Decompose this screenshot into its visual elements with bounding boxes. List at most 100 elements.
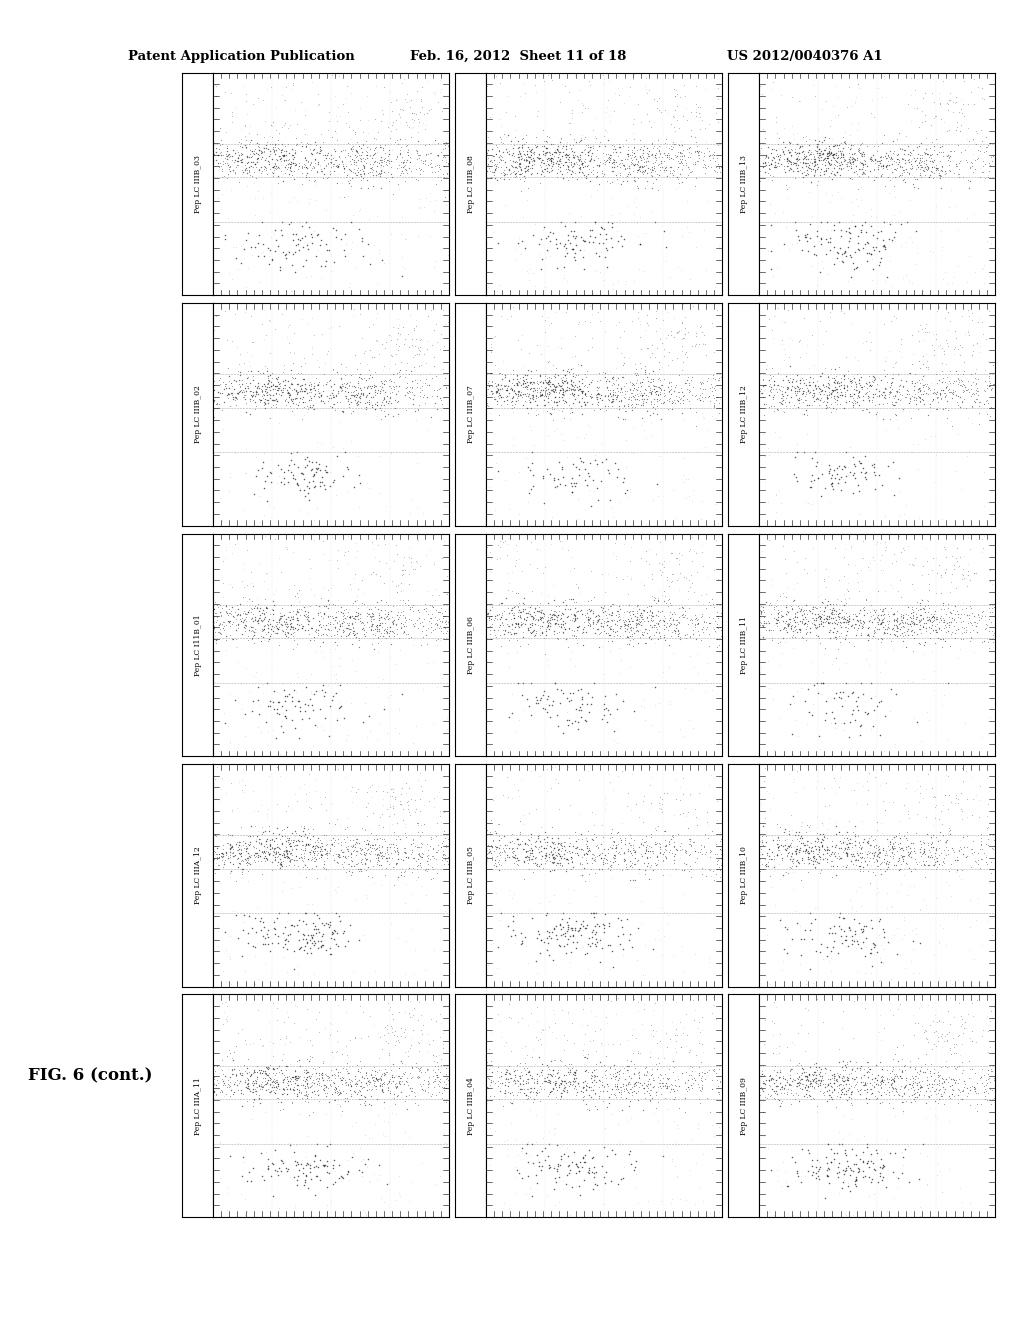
- Point: [647, 383, 664, 404]
- Point: [294, 849, 310, 870]
- Point: [282, 610, 298, 631]
- Point: [382, 388, 398, 409]
- Point: [850, 139, 866, 160]
- Point: [874, 156, 891, 177]
- Point: [291, 1159, 307, 1180]
- Point: [636, 859, 652, 880]
- Point: [542, 615, 558, 636]
- Point: [966, 948, 982, 969]
- Point: [283, 915, 299, 936]
- Point: [271, 256, 288, 277]
- Point: [670, 1114, 686, 1135]
- Point: [571, 1076, 588, 1097]
- Point: [317, 614, 334, 635]
- Point: [273, 696, 290, 717]
- Point: [964, 1057, 980, 1078]
- Point: [346, 624, 362, 645]
- Point: [595, 850, 611, 871]
- Point: [651, 579, 668, 601]
- Point: [840, 236, 856, 257]
- Point: [301, 858, 317, 879]
- Point: [854, 379, 870, 400]
- Point: [795, 1073, 811, 1094]
- Point: [976, 496, 992, 517]
- Point: [762, 364, 778, 385]
- Point: [480, 609, 497, 630]
- Point: [317, 251, 334, 272]
- Point: [213, 768, 229, 789]
- Point: [621, 385, 637, 407]
- Point: [844, 845, 860, 866]
- Point: [972, 1069, 988, 1090]
- Point: [819, 211, 836, 232]
- Point: [810, 1166, 826, 1187]
- Point: [289, 442, 305, 463]
- Point: [880, 932, 896, 953]
- Point: [239, 854, 255, 875]
- Point: [936, 847, 952, 869]
- Point: [248, 380, 264, 401]
- Point: [608, 837, 625, 858]
- Point: [615, 1057, 632, 1078]
- Point: [205, 843, 221, 865]
- Point: [957, 1018, 974, 1039]
- Point: [598, 150, 614, 172]
- Point: [542, 397, 558, 418]
- Point: [888, 152, 904, 173]
- Point: [562, 952, 579, 973]
- Point: [787, 378, 804, 399]
- Point: [537, 1138, 553, 1159]
- Point: [302, 385, 318, 407]
- Point: [685, 1073, 701, 1094]
- Point: [868, 849, 885, 870]
- Point: [884, 552, 900, 573]
- Point: [621, 161, 637, 182]
- Point: [243, 601, 259, 622]
- Point: [630, 1072, 646, 1093]
- Point: [425, 379, 441, 400]
- Point: [872, 560, 889, 581]
- Point: [854, 832, 870, 853]
- Point: [800, 492, 816, 513]
- Point: [569, 616, 586, 638]
- Point: [499, 614, 515, 635]
- Point: [317, 234, 334, 255]
- Point: [705, 1138, 721, 1159]
- Point: [378, 591, 394, 612]
- Point: [247, 187, 263, 209]
- Point: [645, 609, 662, 630]
- Point: [247, 375, 263, 396]
- Point: [290, 363, 306, 384]
- Point: [968, 120, 984, 141]
- Point: [331, 876, 347, 898]
- Point: [800, 846, 816, 867]
- Point: [255, 246, 271, 267]
- Point: [637, 359, 653, 380]
- Point: [347, 611, 364, 632]
- Point: [537, 853, 553, 874]
- Point: [431, 800, 447, 821]
- Point: [218, 378, 234, 399]
- Point: [438, 834, 455, 855]
- Point: [632, 372, 648, 393]
- Point: [310, 624, 327, 645]
- Point: [937, 562, 953, 583]
- Point: [876, 791, 892, 812]
- Point: [589, 154, 605, 176]
- Point: [348, 383, 365, 404]
- Point: [961, 319, 977, 341]
- Point: [642, 158, 658, 180]
- Point: [650, 136, 667, 157]
- Point: [227, 1064, 244, 1085]
- Point: [641, 79, 657, 100]
- Point: [505, 1090, 521, 1111]
- Point: [540, 154, 556, 176]
- Point: [513, 933, 529, 954]
- Point: [674, 1063, 690, 1084]
- Point: [248, 830, 264, 851]
- Point: [262, 915, 279, 936]
- Point: [349, 1071, 366, 1092]
- Point: [656, 1076, 673, 1097]
- Point: [883, 372, 899, 393]
- Point: [713, 847, 729, 869]
